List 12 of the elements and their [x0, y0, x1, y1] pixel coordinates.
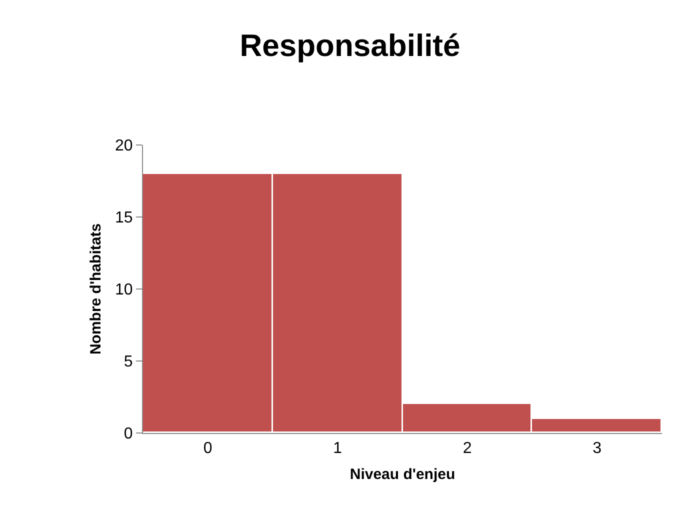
x-tick-label: 0	[203, 440, 212, 458]
y-tick-label: 15	[115, 210, 133, 227]
y-tick-label: 20	[115, 138, 133, 155]
x-tick-label: 2	[462, 440, 472, 458]
x-tick-label: 3	[592, 440, 602, 458]
x-axis-title: Niveau d'enjeu	[350, 466, 456, 484]
x-tick-label: 1	[333, 440, 342, 458]
y-axis-title: Nombre d'habitats	[87, 223, 104, 355]
chart-title: Responsabilité	[240, 28, 460, 63]
y-tick-label: 5	[124, 354, 133, 371]
y-tick-label: 10	[115, 282, 133, 299]
y-tick-label: 0	[124, 426, 133, 443]
